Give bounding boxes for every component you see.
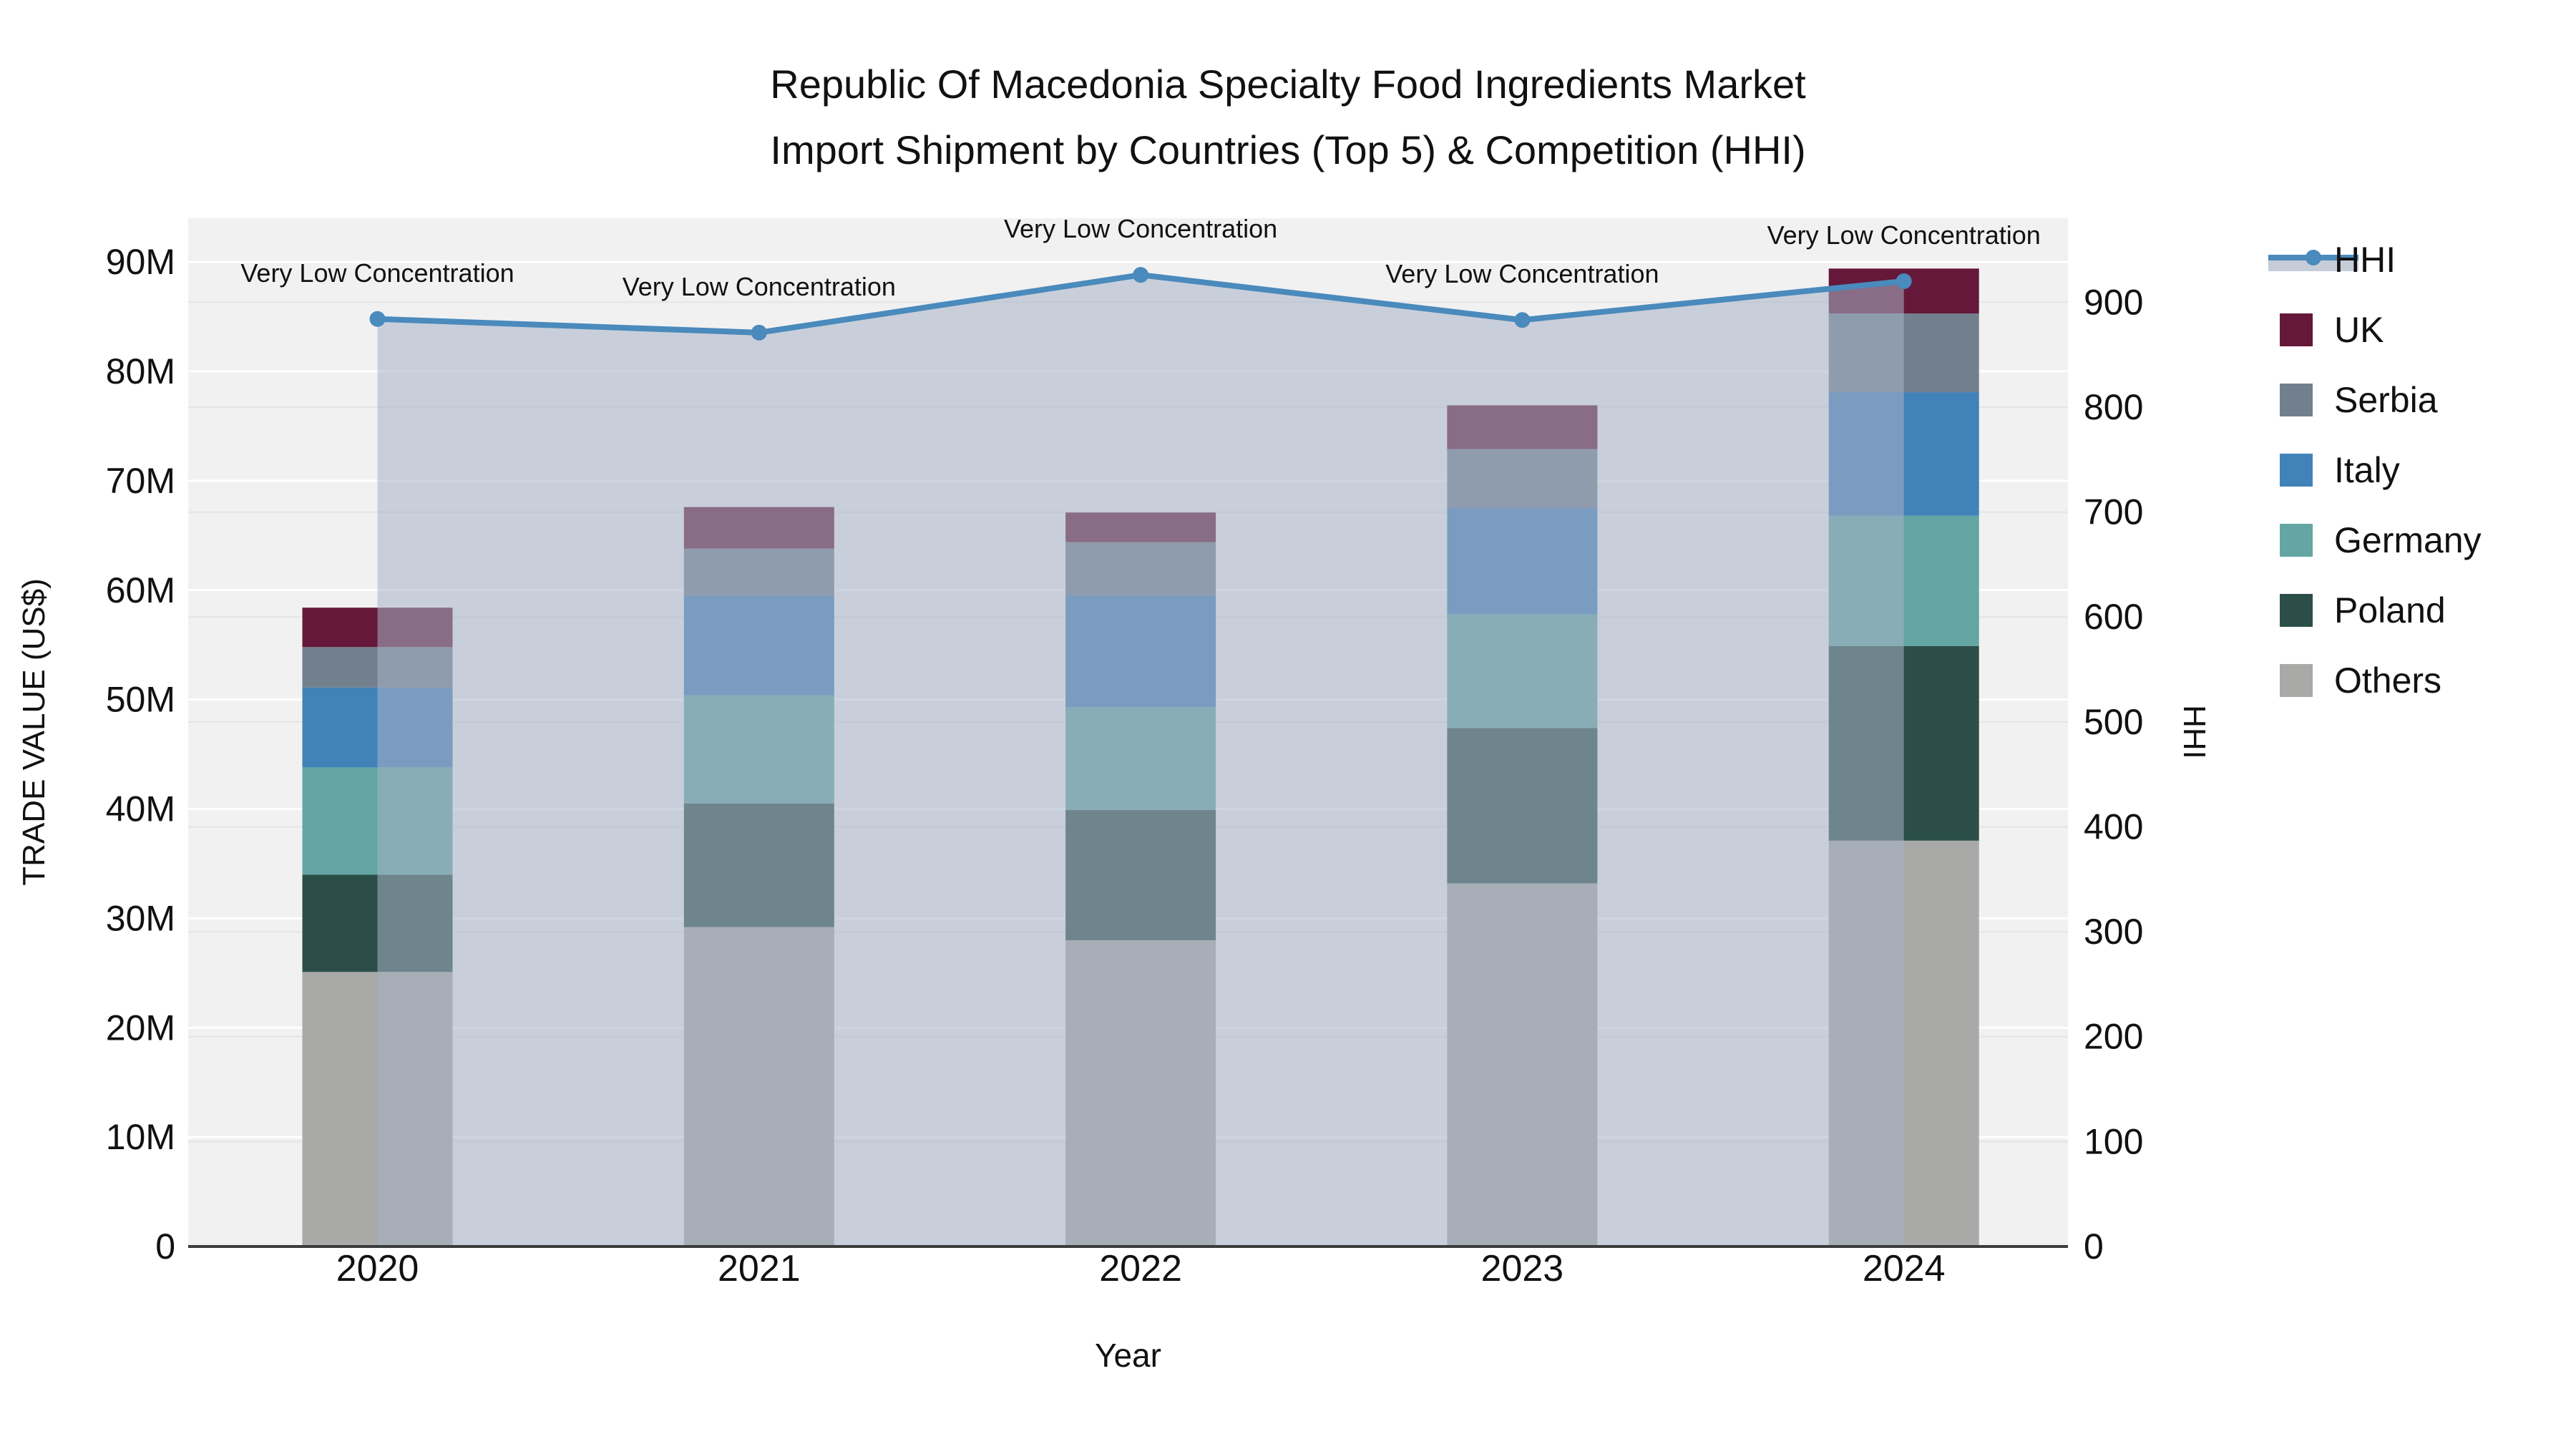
legend-label-UK: UK [2334, 310, 2384, 350]
legend-hhi-marker-sample [2306, 250, 2321, 265]
hhi-marker-2021[interactable] [751, 324, 767, 341]
legend-item-Germany[interactable]: Germany [2280, 520, 2482, 560]
annotation-2023: Very Low Concentration [1385, 259, 1659, 288]
legend-label-HHI: HHI [2334, 240, 2396, 280]
legend-swatch-Germany [2280, 524, 2313, 557]
chart-title-line2: Import Shipment by Countries (Top 5) & C… [770, 127, 1806, 172]
legend-label-Italy: Italy [2334, 450, 2400, 490]
y1-tick-label-20M: 20M [106, 1008, 175, 1048]
legend-item-Others[interactable]: Others [2280, 660, 2441, 701]
legend-swatch-Italy [2280, 454, 2313, 487]
hhi-marker-2024[interactable] [1896, 273, 1912, 289]
hhi-marker-2022[interactable] [1133, 267, 1149, 283]
legend-item-HHI[interactable]: HHI [2268, 240, 2396, 280]
legend-item-Italy[interactable]: Italy [2280, 450, 2400, 490]
y2-tick-label-800: 800 [2084, 387, 2143, 427]
y1-axis-title: TRADE VALUE (US$) [16, 578, 52, 886]
chart-title: Republic Of Macedonia Specialty Food Ing… [0, 52, 2576, 183]
y2-tick-label-100: 100 [2084, 1121, 2143, 1161]
x-tick-label-2024: 2024 [1863, 1248, 1946, 1289]
legend-label-Serbia: Serbia [2334, 380, 2438, 420]
annotation-2022: Very Low Concentration [1004, 214, 1277, 243]
y1-tick-label-80M: 80M [106, 351, 175, 391]
x-tick-label-2020: 2020 [336, 1248, 419, 1289]
legend-item-UK[interactable]: UK [2280, 310, 2384, 350]
y1-tick-label-30M: 30M [106, 898, 175, 938]
legend-label-Germany: Germany [2334, 520, 2482, 560]
y1-tick-label-60M: 60M [106, 570, 175, 610]
annotation-2024: Very Low Concentration [1767, 220, 2041, 250]
hhi-area-fill [377, 275, 1904, 1246]
legend: HHI UK Serbia Italy Germany Poland Others [2268, 240, 2482, 701]
hhi-marker-2023[interactable] [1514, 312, 1531, 328]
y1-tick-label-0: 0 [155, 1226, 175, 1267]
y2-tick-label-0: 0 [2084, 1226, 2104, 1267]
y1-tick-label-90M: 90M [106, 242, 175, 282]
annotation-2021: Very Low Concentration [623, 272, 896, 301]
y1-tick-label-40M: 40M [106, 789, 175, 829]
x-axis-title: Year [1095, 1337, 1161, 1374]
y2-tick-label-900: 900 [2084, 282, 2143, 322]
y2-tick-label-200: 200 [2084, 1017, 2143, 1057]
y1-tick-label-70M: 70M [106, 461, 175, 501]
legend-label-Others: Others [2334, 660, 2441, 701]
legend-swatch-Others [2280, 664, 2313, 697]
x-tick-label-2022: 2022 [1099, 1248, 1182, 1289]
y2-tick-label-700: 700 [2084, 492, 2143, 532]
x-tick-label-2021: 2021 [718, 1248, 801, 1289]
legend-item-Serbia[interactable]: Serbia [2280, 380, 2438, 420]
legend-swatch-UK [2280, 313, 2313, 346]
legend-swatch-Serbia [2280, 384, 2313, 416]
y1-tick-label-50M: 50M [106, 680, 175, 720]
legend-swatch-Poland [2280, 594, 2313, 627]
y2-axis-title: HHI [2177, 705, 2212, 759]
hhi-marker-2020[interactable] [369, 311, 386, 327]
annotation-2020: Very Low Concentration [240, 258, 514, 288]
x-tick-label-2023: 2023 [1481, 1248, 1564, 1289]
y2-tick-label-400: 400 [2084, 806, 2143, 847]
chart-title-line1: Republic Of Macedonia Specialty Food Ing… [770, 62, 1806, 107]
y1-tick-label-10M: 10M [106, 1117, 175, 1157]
y2-tick-label-600: 600 [2084, 597, 2143, 637]
y2-tick-label-500: 500 [2084, 702, 2143, 742]
y2-tick-label-300: 300 [2084, 912, 2143, 952]
legend-item-Poland[interactable]: Poland [2280, 590, 2446, 630]
legend-label-Poland: Poland [2334, 590, 2446, 630]
